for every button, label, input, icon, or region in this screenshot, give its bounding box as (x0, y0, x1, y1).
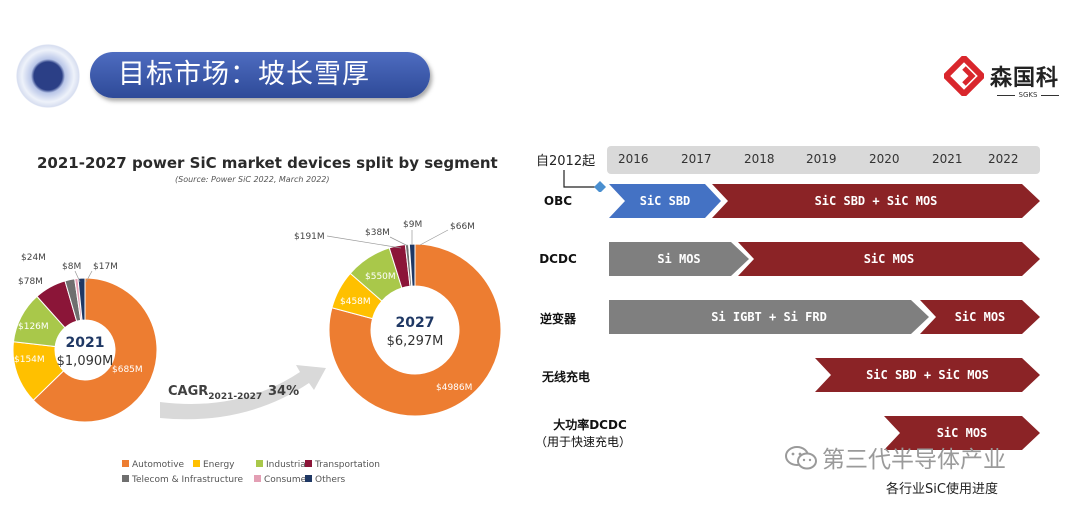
donut-hole (371, 286, 459, 374)
pie-charts: 2021 $1,090M$685M $154M $126M $78M $24M $8M $17… (12, 220, 502, 485)
row-label-wireless: 无线充电 (541, 370, 590, 384)
page-title: 目标市场：坡长雪厚 (90, 52, 430, 98)
row-label-hp-dcdc: 大功率DCDC (553, 418, 627, 432)
slice-label: $4986M (436, 383, 472, 393)
slice-label: $154M (14, 355, 45, 365)
leader-line (74, 270, 81, 283)
leader-line (419, 229, 449, 246)
caption-text: 各行业SiC使用进度 (886, 482, 998, 497)
wechat-icon (785, 446, 817, 470)
leader-line (326, 235, 402, 249)
watermark-text: 第三代半导体产业 (822, 447, 1006, 473)
obc-segment-sic-sbd-mos: SiC SBD + SiC MOS (712, 184, 1040, 218)
row-label-obc: OBC (543, 194, 573, 208)
year-label: 2020 (869, 152, 900, 166)
cagr-label: CAGR2021-2027 (168, 384, 262, 402)
cagr-value: 34% (268, 384, 299, 399)
legend-label: Others (315, 475, 346, 485)
sgks-logo-icon (944, 56, 984, 96)
legend-swatch (122, 475, 129, 482)
chart-title: 2021-2027 power SiC market devices split… (37, 154, 498, 172)
dcdc-segment-si-mos: Si MOS (609, 242, 749, 276)
obc-segment-sic-sbd: SiC SBD (609, 184, 721, 218)
timeline-year-bar (607, 146, 1040, 174)
donut-year-label: 2027 (396, 315, 435, 331)
slice-label: $66M (450, 222, 475, 232)
slice-label: $126M (18, 322, 49, 332)
legend-label: Consumer (264, 475, 310, 485)
row-label-dcdc: DCDC (539, 252, 577, 266)
legend-swatch (122, 460, 129, 467)
logo-name-cn: 森国科 (990, 65, 1060, 91)
legend-label: Telecom & Infrastructure (131, 475, 244, 485)
row-label-hp-dcdc-sub: （用于快速充电） (534, 435, 631, 449)
legend-swatch (256, 460, 263, 467)
slice-label: $191M (294, 232, 325, 242)
slice-label: $38M (365, 228, 390, 238)
cagr-arrow (160, 365, 326, 420)
legend-label: Automotive (132, 460, 185, 470)
slice-label: $685M (112, 365, 143, 375)
slice-label: $17M (93, 262, 118, 272)
inverter-segment-si-igbt: Si IGBT + Si FRD (609, 300, 929, 334)
since-connector (563, 170, 606, 192)
slice-label: $24M (21, 253, 46, 263)
leader-line (389, 236, 409, 247)
row-label-inverter: 逆变器 (539, 312, 576, 326)
legend-label: Energy (203, 460, 235, 470)
year-label: 2021 (932, 152, 963, 166)
legend-label: Transportation (314, 460, 380, 470)
slice-label: $9M (403, 220, 422, 230)
slice-label: $458M (340, 297, 371, 307)
legend-label: Industrial (266, 460, 308, 470)
dcdc-segment-sic-mos: SiC MOS (738, 242, 1040, 276)
title-orb-decoration (16, 44, 80, 108)
donut-total-label: $6,297M (387, 334, 444, 349)
wireless-segment-sic-sbd-mos: SiC SBD + SiC MOS (815, 358, 1040, 392)
legend-swatch (305, 475, 312, 482)
year-label: 2016 (618, 152, 649, 166)
slice-label: $78M (18, 277, 43, 287)
chart-source: (Source: Power SiC 2022, March 2022) (175, 175, 330, 184)
slice-label: $550M (365, 272, 396, 282)
inverter-segment-sic-mos: SiC MOS (920, 300, 1040, 334)
slice-label: $8M (62, 262, 81, 272)
donut-year-label: 2021 (66, 335, 105, 351)
year-label: 2022 (988, 152, 1019, 166)
since-2012-label: 自2012起 (536, 154, 596, 169)
donut-total-label: $1,090M (57, 354, 114, 369)
year-label: 2017 (681, 152, 712, 166)
year-label: 2018 (744, 152, 775, 166)
leader-line (85, 270, 93, 283)
donut-hole (55, 320, 115, 380)
logo-name-en: SGKS (990, 91, 1066, 99)
year-label: 2019 (806, 152, 837, 166)
legend-swatch (254, 475, 261, 482)
legend-swatch (305, 460, 312, 467)
legend-swatch (193, 460, 200, 467)
hp-dcdc-segment-sic-mos: SiC MOS (884, 416, 1040, 450)
